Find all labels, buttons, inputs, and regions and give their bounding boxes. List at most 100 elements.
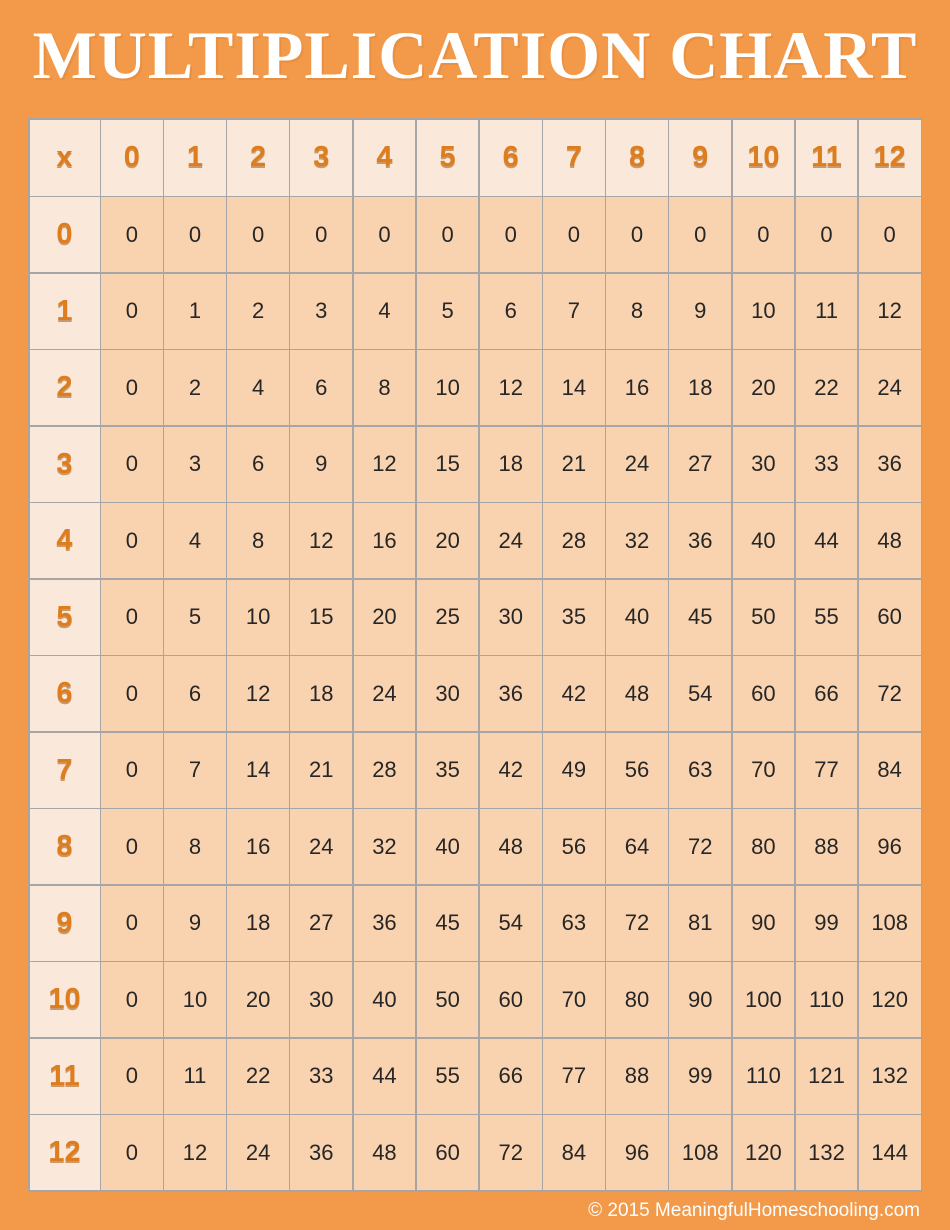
- row-header-cell: 4: [29, 503, 100, 579]
- value-cell: 8: [606, 273, 668, 349]
- value-cell: 18: [479, 426, 542, 502]
- value-cell: 70: [732, 732, 795, 808]
- value-cell: 4: [353, 273, 416, 349]
- value-cell: 25: [416, 579, 479, 655]
- value-cell: 0: [101, 273, 163, 349]
- value-cell: 27: [290, 885, 353, 961]
- value-cell: 36: [669, 503, 732, 579]
- value-cell: 84: [858, 732, 921, 808]
- column-header-cell: 9: [669, 119, 732, 196]
- value-cell: 0: [101, 656, 163, 732]
- row-header-cell: 2: [29, 350, 100, 426]
- value-cell: 49: [543, 732, 605, 808]
- column-header-cell: 10: [732, 119, 795, 196]
- value-cell: 55: [416, 1038, 479, 1114]
- value-cell: 10: [732, 273, 795, 349]
- value-cell: 96: [858, 809, 921, 885]
- value-cell: 24: [353, 656, 416, 732]
- value-cell: 0: [227, 197, 289, 273]
- value-cell: 0: [101, 503, 163, 579]
- value-cell: 55: [795, 579, 858, 655]
- row-header-cell: 12: [29, 1115, 100, 1191]
- value-cell: 132: [858, 1038, 921, 1114]
- value-cell: 0: [101, 426, 163, 502]
- value-cell: 9: [290, 426, 353, 502]
- value-cell: 6: [227, 426, 289, 502]
- value-cell: 0: [101, 732, 163, 808]
- value-cell: 9: [164, 885, 226, 961]
- value-cell: 63: [669, 732, 732, 808]
- value-cell: 100: [732, 962, 795, 1038]
- value-cell: 0: [101, 809, 163, 885]
- value-cell: 20: [353, 579, 416, 655]
- value-cell: 36: [858, 426, 921, 502]
- multiplication-table: x 0 1 2 3 4 5 6 7 8 9 10 11 12 0 0 0 0 0 0 0 0 0 0 0 0 0 0 1 0 1 2 3 4 5 6 7…: [28, 118, 922, 1192]
- value-cell: 7: [543, 273, 605, 349]
- value-cell: 7: [164, 732, 226, 808]
- value-cell: 60: [416, 1115, 479, 1191]
- value-cell: 5: [164, 579, 226, 655]
- value-cell: 14: [543, 350, 605, 426]
- value-cell: 90: [669, 962, 732, 1038]
- value-cell: 6: [164, 656, 226, 732]
- value-cell: 56: [606, 732, 668, 808]
- value-cell: 40: [732, 503, 795, 579]
- value-cell: 4: [164, 503, 226, 579]
- value-cell: 0: [795, 197, 858, 273]
- value-cell: 28: [543, 503, 605, 579]
- copyright-text: © 2015 MeaningfulHomeschooling.com: [588, 1200, 920, 1221]
- value-cell: 108: [669, 1115, 732, 1191]
- value-cell: 72: [858, 656, 921, 732]
- value-cell: 66: [479, 1038, 542, 1114]
- corner-cell: x: [29, 119, 100, 196]
- value-cell: 24: [479, 503, 542, 579]
- value-cell: 32: [606, 503, 668, 579]
- value-cell: 24: [606, 426, 668, 502]
- value-cell: 5: [416, 273, 479, 349]
- value-cell: 16: [227, 809, 289, 885]
- value-cell: 132: [795, 1115, 858, 1191]
- value-cell: 48: [606, 656, 668, 732]
- value-cell: 0: [732, 197, 795, 273]
- column-header-cell: 5: [416, 119, 479, 196]
- value-cell: 4: [227, 350, 289, 426]
- value-cell: 48: [479, 809, 542, 885]
- value-cell: 0: [101, 1038, 163, 1114]
- value-cell: 77: [543, 1038, 605, 1114]
- value-cell: 64: [606, 809, 668, 885]
- value-cell: 60: [479, 962, 542, 1038]
- value-cell: 12: [353, 426, 416, 502]
- value-cell: 40: [416, 809, 479, 885]
- value-cell: 96: [606, 1115, 668, 1191]
- value-cell: 12: [858, 273, 921, 349]
- value-cell: 16: [353, 503, 416, 579]
- value-cell: 36: [479, 656, 542, 732]
- column-header-cell: 2: [227, 119, 289, 196]
- value-cell: 110: [732, 1038, 795, 1114]
- value-cell: 15: [416, 426, 479, 502]
- value-cell: 77: [795, 732, 858, 808]
- value-cell: 20: [732, 350, 795, 426]
- value-cell: 11: [164, 1038, 226, 1114]
- value-cell: 72: [669, 809, 732, 885]
- value-cell: 32: [353, 809, 416, 885]
- page-title: MULTIPLICATION CHART: [32, 17, 918, 93]
- value-cell: 33: [795, 426, 858, 502]
- value-cell: 0: [101, 579, 163, 655]
- value-cell: 0: [164, 197, 226, 273]
- value-cell: 18: [290, 656, 353, 732]
- row-header-cell: 5: [29, 579, 100, 655]
- value-cell: 60: [858, 579, 921, 655]
- value-cell: 54: [669, 656, 732, 732]
- row-header-cell: 9: [29, 885, 100, 961]
- value-cell: 81: [669, 885, 732, 961]
- value-cell: 0: [543, 197, 605, 273]
- column-header-cell: 11: [795, 119, 858, 196]
- value-cell: 108: [858, 885, 921, 961]
- value-cell: 0: [416, 197, 479, 273]
- value-cell: 121: [795, 1038, 858, 1114]
- value-cell: 54: [479, 885, 542, 961]
- value-cell: 22: [795, 350, 858, 426]
- value-cell: 35: [416, 732, 479, 808]
